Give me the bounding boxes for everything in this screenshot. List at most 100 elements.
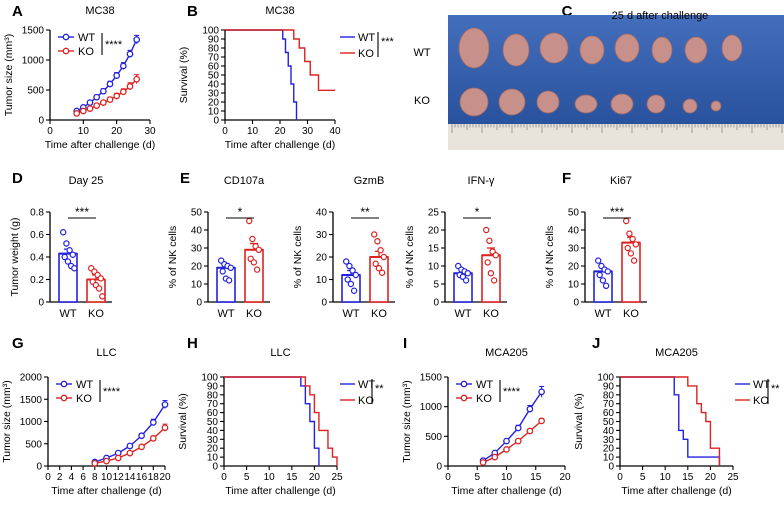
data-point [462, 277, 470, 284]
legend-label: WT [358, 379, 375, 391]
category-label: WT [217, 308, 234, 320]
row-label-WT: WT [413, 47, 430, 59]
x-tick-label: 8 [92, 472, 98, 483]
legend-label: KO [358, 395, 374, 407]
y-tick-label: 0 [436, 462, 442, 473]
significance-label: ** [375, 383, 384, 395]
bar-WT [216, 266, 236, 303]
y-tick-label: 50 [208, 71, 220, 82]
x-tick-label: 5 [640, 472, 646, 483]
panel-E2: GzmB % of NK cells 0 10 20 30 40 WT KO ** [292, 175, 395, 320]
y-tick-label: 25 [428, 208, 440, 219]
data-point [629, 235, 636, 243]
data-point [250, 259, 258, 266]
data-point [119, 88, 127, 96]
tumor-WT [579, 35, 605, 65]
data-point [86, 105, 94, 112]
y-tick-label: 80 [603, 390, 615, 401]
legend-label: WT [358, 32, 375, 44]
panel-title: GzmB [354, 175, 385, 187]
data-point [245, 217, 253, 225]
y-tick-label: 20 [207, 444, 219, 455]
x-tick-label: 10 [78, 126, 90, 137]
tumor-WT [458, 27, 490, 69]
x-tick-label: 30 [144, 126, 156, 137]
data-point [344, 276, 351, 283]
y-tick-label: 50 [603, 417, 615, 428]
y-tick-label: 40 [603, 426, 615, 437]
data-point [503, 446, 510, 453]
data-point [623, 217, 630, 225]
data-point [93, 93, 101, 101]
data-point [126, 83, 134, 90]
series-line [76, 39, 138, 112]
y-tick-label: 500 [25, 439, 42, 450]
legend-marker [460, 394, 468, 402]
legend-label: KO [476, 393, 492, 405]
data-point [71, 265, 78, 272]
survival-curve-WT [225, 29, 298, 120]
data-point [95, 285, 103, 292]
category-label: WT [342, 308, 359, 320]
y-tick-label: 0 [321, 298, 327, 309]
category-label: WT [454, 308, 471, 320]
x-tick-label: 20 [705, 472, 717, 483]
significance-label: * [475, 205, 480, 219]
y-axis-label: % of NK cells [167, 226, 179, 288]
data-point [86, 99, 94, 106]
tumor-KO [459, 87, 489, 117]
category-label: WT [594, 308, 611, 320]
data-point [106, 96, 114, 103]
y-tick-label: 40 [316, 208, 328, 219]
x-axis-label: Time after challenge (d) [51, 485, 162, 497]
y-tick-label: 2000 [20, 373, 43, 384]
data-point [249, 235, 256, 243]
tumor-KO [574, 94, 598, 114]
data-point [106, 80, 114, 88]
x-tick-label: 12 [113, 472, 125, 483]
data-point [491, 453, 499, 461]
significance-label: *** [610, 205, 624, 219]
tumor-KO [682, 98, 698, 114]
x-tick-label: 0 [221, 472, 227, 483]
x-tick-label: 2 [57, 472, 63, 483]
y-tick-label: 0 [213, 116, 219, 127]
data-point [349, 267, 356, 274]
y-tick-label: 30 [316, 230, 328, 241]
legend-label: KO [78, 46, 94, 58]
data-point [133, 36, 141, 43]
significance-label: ** [771, 383, 780, 395]
panel-title: LLC [96, 347, 116, 359]
data-point [63, 240, 70, 247]
tumor-WT [651, 36, 673, 64]
significance-label: *** [75, 205, 89, 219]
data-point [97, 275, 105, 282]
data-point [346, 262, 353, 270]
y-axis-label: % of NK cells [292, 226, 304, 288]
data-point [347, 280, 355, 288]
y-tick-label: 0 [38, 298, 44, 309]
x-axis-label: Time after challenge (d) [621, 485, 732, 497]
panel-F: F Ki67 % of NK cells 0 10 20 30 40 50 WT KO *** [544, 170, 647, 320]
legend-marker [60, 380, 68, 388]
data-point [133, 75, 141, 83]
y-tick-label: 0.8 [30, 208, 44, 219]
series-KO [479, 417, 545, 466]
x-tick-label: 30 [302, 126, 314, 137]
x-tick-label: 0 [47, 126, 53, 137]
y-tick-label: 0.4 [30, 253, 44, 264]
significance-label: **** [503, 386, 521, 398]
survival-curve-KO [225, 29, 335, 92]
tumor-WT [539, 32, 569, 64]
data-point [371, 231, 378, 238]
data-point [99, 293, 106, 300]
panel-title: Day 25 [69, 175, 104, 187]
x-tick-label: 18 [148, 472, 160, 483]
y-tick-label: 40 [191, 226, 203, 237]
x-tick-label: 20 [159, 472, 171, 483]
data-point [113, 72, 121, 79]
y-tick-label: 15 [428, 244, 440, 255]
data-point [604, 268, 612, 275]
